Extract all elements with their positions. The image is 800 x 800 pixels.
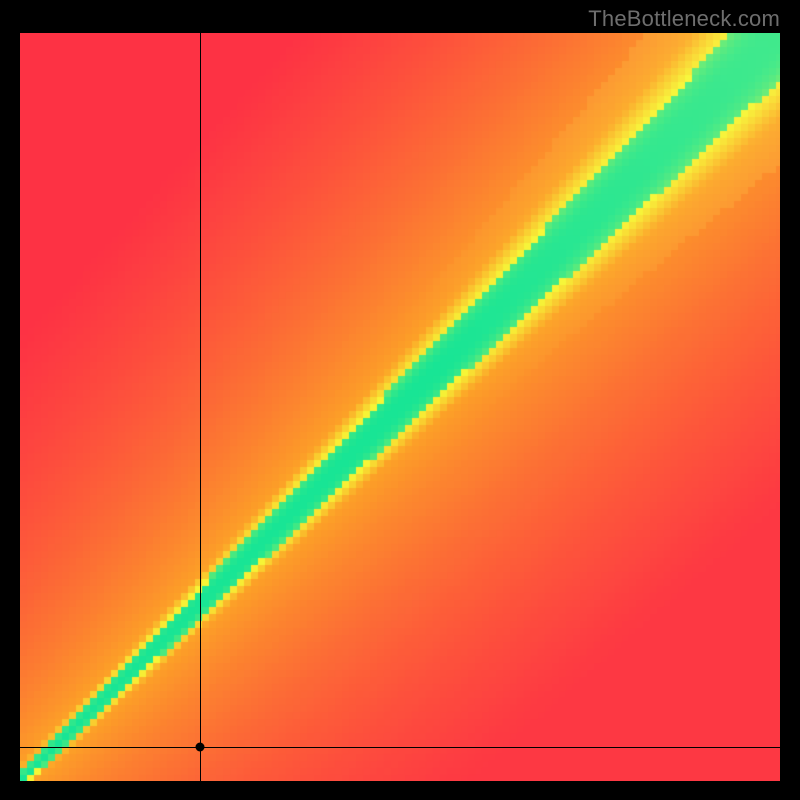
watermark-text: TheBottleneck.com: [588, 6, 780, 32]
heatmap-plot-area: [20, 33, 780, 781]
crosshair-point: [196, 743, 205, 752]
crosshair-horizontal: [20, 747, 780, 748]
crosshair-vertical: [200, 33, 201, 781]
heatmap-canvas: [20, 33, 780, 781]
